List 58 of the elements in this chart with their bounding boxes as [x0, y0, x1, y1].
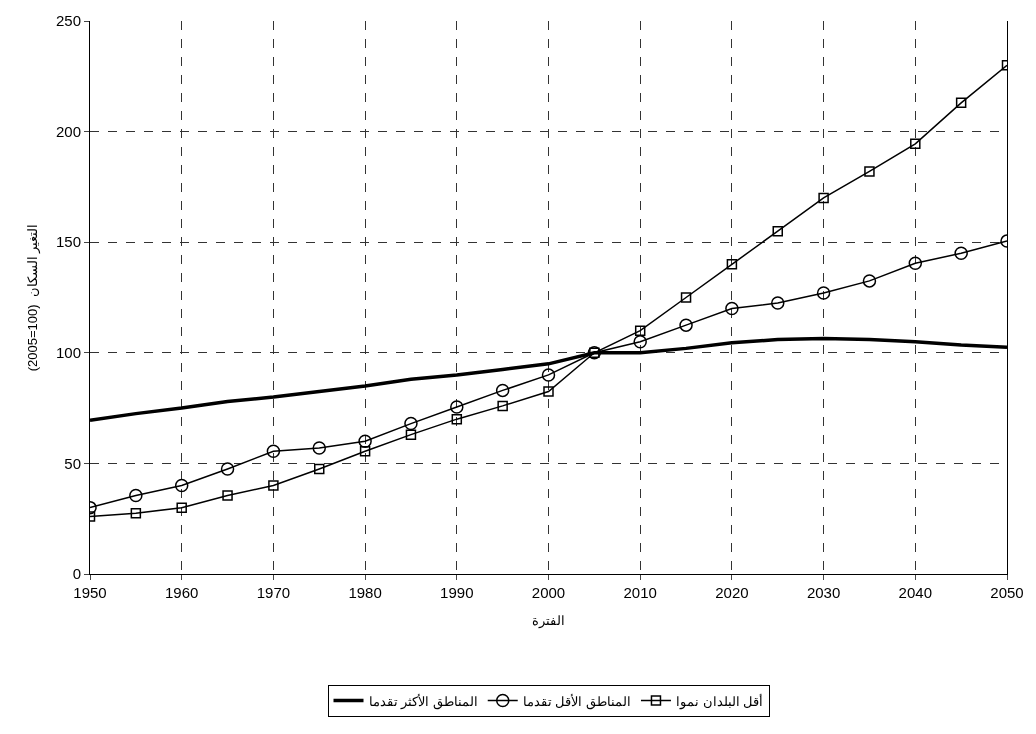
point [543, 386, 554, 397]
point [129, 488, 143, 503]
x-tick-label: 2030 [806, 584, 841, 601]
point [359, 445, 371, 457]
y-tick-label: 250 [55, 12, 81, 30]
x-tick-label: 1990 [440, 584, 474, 601]
x-tick-label: 2050 [990, 584, 1024, 601]
y-tick-label: 200 [55, 122, 81, 140]
point [772, 225, 783, 237]
y-tick-label: 50 [64, 454, 81, 472]
y-tick-label: 150 [55, 233, 81, 251]
point [954, 246, 968, 260]
x-tick-label: 2040 [898, 584, 932, 601]
y-tick-label: 0 [72, 565, 81, 583]
point [130, 507, 142, 519]
point [266, 444, 281, 458]
point [862, 274, 877, 288]
point [450, 400, 464, 414]
point [222, 490, 233, 501]
point [633, 334, 647, 349]
y-axis-title: التغير السكان (100=2005) [24, 223, 41, 372]
x-tick-label: 1970 [256, 584, 291, 601]
point [680, 292, 692, 303]
point [910, 138, 921, 150]
point [679, 318, 693, 332]
point [497, 400, 508, 412]
point [955, 97, 967, 109]
x-tick-label: 2020 [715, 584, 749, 601]
point [726, 259, 738, 270]
x-tick-label: 1950 [73, 584, 107, 601]
point [314, 463, 325, 475]
point [818, 192, 829, 204]
point [451, 413, 463, 425]
x-axis-title: الفترة [532, 612, 565, 629]
x-tick-label: 2000 [531, 584, 566, 601]
point [358, 434, 372, 449]
y-tick-label: 100 [55, 344, 81, 362]
point [771, 296, 785, 310]
legend-label: أقل البلدان نموا [675, 692, 764, 710]
point [404, 416, 418, 431]
point [541, 368, 556, 382]
x-tick-label: 1980 [348, 584, 382, 601]
point [405, 429, 417, 440]
point [725, 301, 739, 316]
point [864, 166, 875, 177]
point [176, 502, 187, 513]
point [634, 325, 646, 336]
x-tick-label: 1960 [165, 584, 199, 601]
legend-label: المناطق الأكثر تقدما [368, 692, 478, 710]
x-tick-label: 2010 [623, 584, 657, 601]
point [816, 286, 831, 300]
point [312, 441, 326, 455]
point [495, 383, 510, 398]
legend-label: المناطق الأقل تقدما [522, 692, 631, 710]
point [268, 480, 279, 491]
point [220, 462, 235, 476]
point [174, 478, 189, 493]
point [908, 256, 923, 270]
